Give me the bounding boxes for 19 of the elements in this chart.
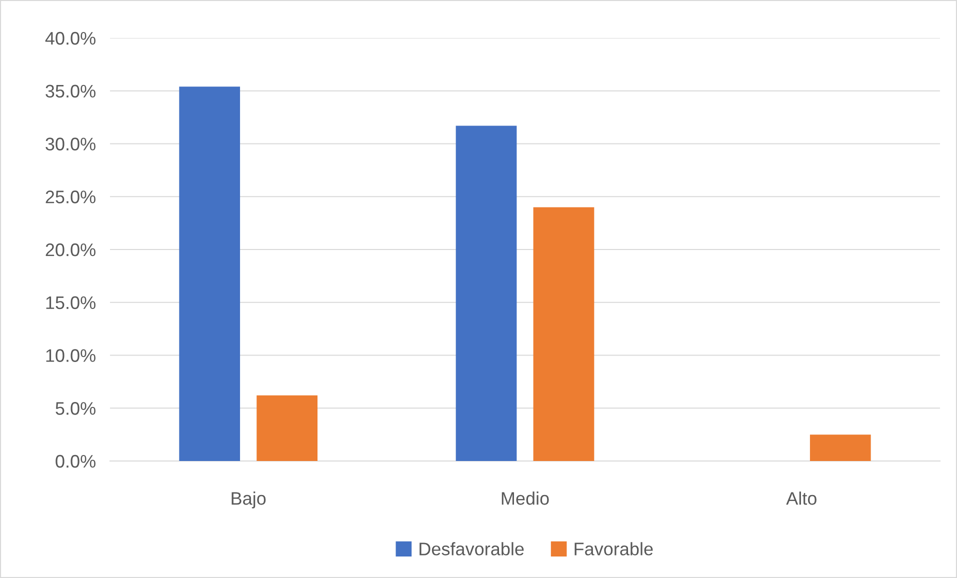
bar <box>533 207 594 461</box>
y-tick-label: 40.0% <box>45 32 96 45</box>
y-tick-label: 5.0% <box>56 402 96 415</box>
y-tick-label: 20.0% <box>46 243 96 256</box>
y-tick-label: 15.0% <box>46 296 96 310</box>
bar <box>456 126 517 461</box>
x-tick-label: Bajo <box>232 492 266 508</box>
y-tick-label: 0.0% <box>56 454 96 468</box>
legend-label: Desfavorable <box>420 542 524 556</box>
bar <box>810 434 871 461</box>
y-tick-label: 30.0% <box>46 138 96 150</box>
x-tick-label: Medio <box>502 492 549 505</box>
x-tick-label: Alto <box>786 492 816 505</box>
bar <box>179 86 240 461</box>
y-tick-label: 35.0% <box>46 84 96 98</box>
legend-label: Favorable <box>574 542 653 556</box>
y-tick-label: 10.0% <box>46 349 96 362</box>
y-tick-label: 25.0% <box>46 190 96 204</box>
bar <box>256 395 318 461</box>
